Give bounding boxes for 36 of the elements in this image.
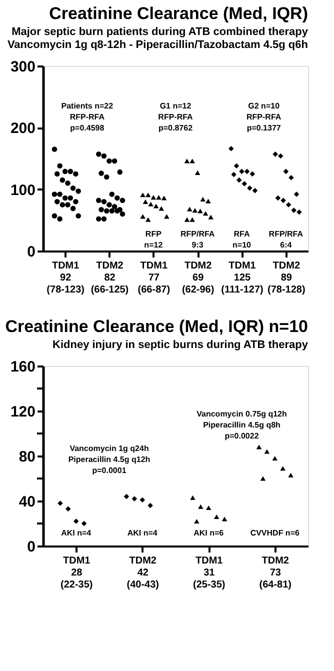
x-tick-label: TDM2 69 (62-96) [182,260,214,296]
x-tick-label: TDM1 31 (25-35) [193,556,226,590]
y-tick-label: 0 [27,538,36,556]
chart-title: Creatinine Clearance (Med, IQR) [49,4,308,23]
annotation: AKI n=4 [61,528,92,538]
y-tick-label: 160 [10,358,36,376]
x-tick-label: TDM2 73 (64-81) [259,556,292,590]
y-tick-label: 200 [10,120,36,138]
y-tick-label: 100 [10,182,36,199]
annotation: G2 n=10 RFP-RFA p=0.1377 [246,102,282,133]
annotation: RFP/RFA 9:3 [180,229,215,250]
x-tick-label: TDM2 42 (40-43) [126,556,159,590]
annotation: RFP/RFA 6:4 [268,229,304,250]
annotation: CVVHDF n=6 [250,528,300,538]
annotation: Patients n=22 RFP-RFA p=0.4598 [61,102,114,133]
x-tick-label: TDM2 82 (66-125) [90,260,129,296]
x-tick-label: TDM1 92 (78-123) [46,260,84,296]
chart-title: Creatinine Clearance (Med, IQR) n=10 [5,317,308,336]
chart-subtitle: Kidney injury in septic burns during ATB therapy [52,339,309,351]
y-tick-label: 120 [10,404,36,420]
annotation: AKI n=4 [127,528,158,538]
y-tick-label: 300 [10,58,36,76]
x-tick-label: TDM1 77 (66-87) [138,260,170,296]
annotation: RFA n=10 [232,229,252,250]
chart-subtitle: Major septic burn patients during ATB combined therapy Vancomycin 1g q8-12h - Piperacillin/Tazobactam 4.5g q6h [7,26,309,51]
x-tick-label: TDM1 28 (22-35) [60,556,93,590]
y-tick-label: 0 [27,244,36,260]
y-tick-label: 40 [18,494,36,510]
x-tick-label: TDM1 125 (111-127) [221,260,264,296]
annotation: G1 n=12 RFP-RFA p=0.8762 [158,102,194,133]
annotation: Vancomycin 1g q24h Piperacillin 4.5g q12h p=0.0001 [68,444,150,475]
y-tick-label: 80 [18,448,36,466]
annotation: AKI n=6 [194,528,224,538]
annotation: Vancomycin 0.75g q12h Piperacillin 4.5g q8h p=0.0022 [196,410,287,441]
x-tick-label: TDM2 89 (78-128) [268,260,306,296]
annotation: RFP n=12 [144,229,164,250]
